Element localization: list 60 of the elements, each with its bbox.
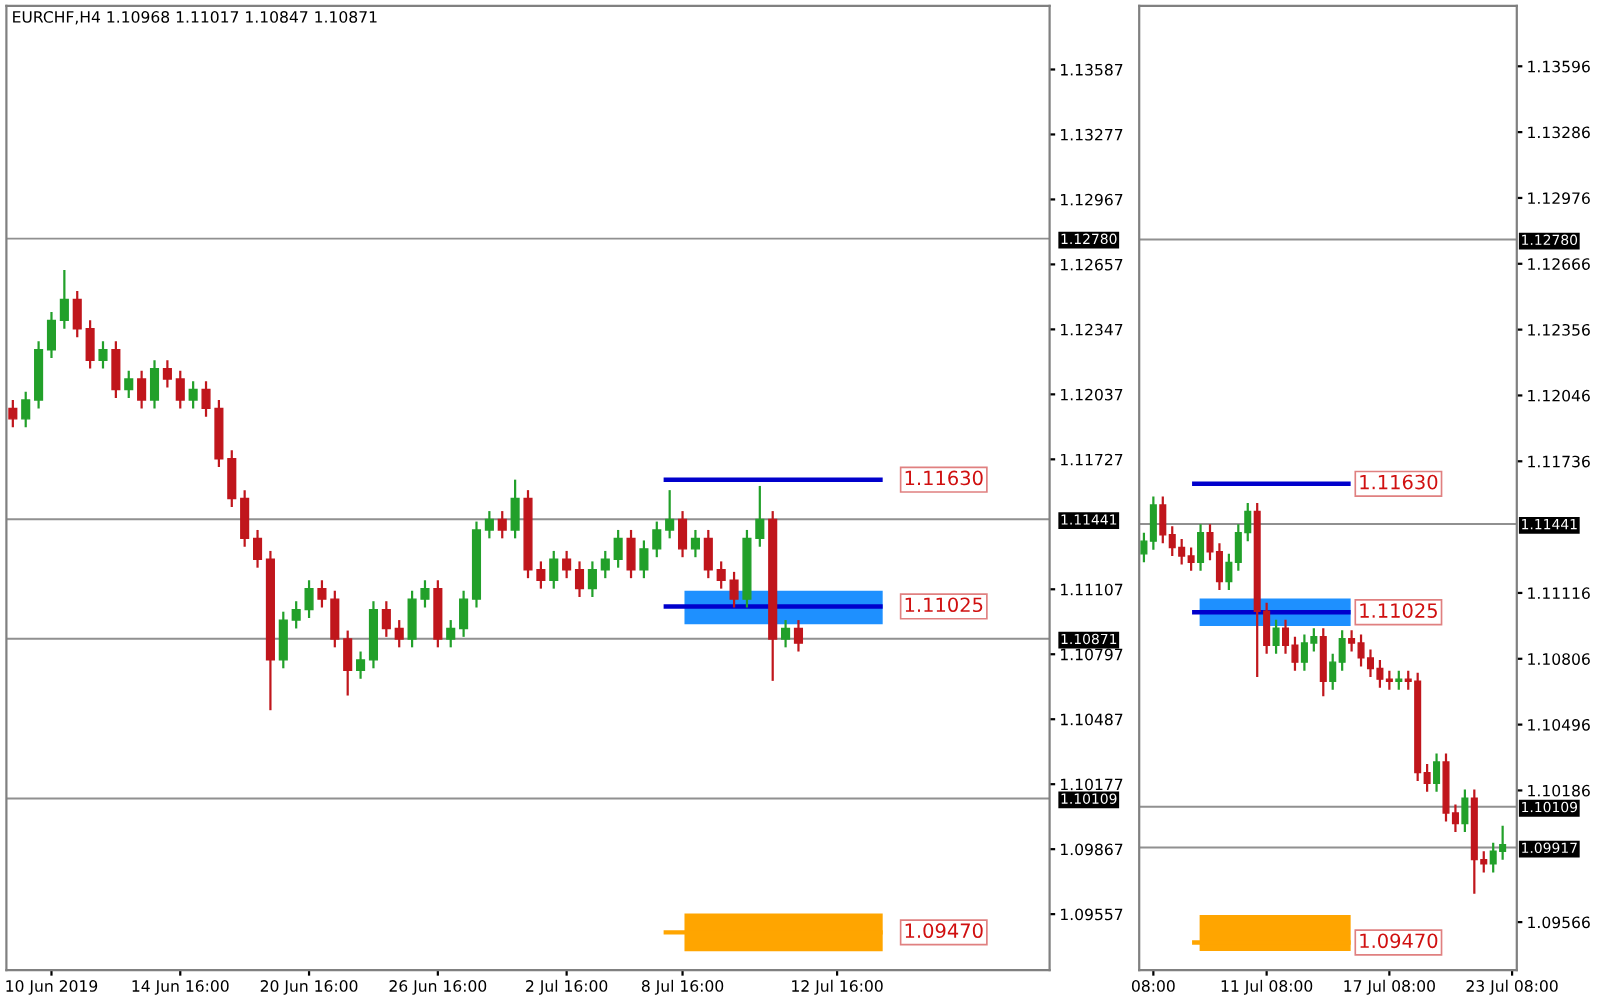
candlestick [716, 560, 726, 590]
candlestick [484, 509, 494, 540]
candlestick [227, 449, 237, 509]
candlestick [343, 629, 353, 697]
candlestick [729, 570, 739, 609]
candlestick [562, 549, 572, 580]
candlestick [330, 589, 340, 649]
candlestick [149, 359, 160, 410]
candlestick [137, 369, 147, 410]
candlestick [162, 359, 172, 389]
candlestick [665, 489, 675, 540]
candlestick [793, 618, 804, 653]
candlestick [72, 289, 82, 339]
candlestick [240, 489, 250, 548]
candlestick [46, 310, 57, 360]
candlestick [652, 520, 662, 559]
candlestick [252, 528, 263, 569]
candlestick [111, 340, 121, 400]
candlestick [85, 319, 95, 370]
candlestick [21, 390, 31, 429]
candlestick [1272, 618, 1280, 655]
candlestick [574, 560, 585, 599]
candlestick [1461, 788, 1469, 834]
candlestick [587, 560, 597, 599]
candlestick [188, 380, 198, 410]
candlestick [1366, 648, 1375, 679]
candlestick [639, 539, 649, 580]
candlestick [1319, 627, 1327, 698]
candlestick [356, 650, 366, 680]
candlestick [690, 528, 700, 559]
candlestick [1197, 523, 1205, 572]
candlestick [600, 549, 610, 580]
candlestick [703, 528, 713, 580]
candlestick [626, 528, 636, 580]
candlestick [549, 549, 559, 590]
candlestick [381, 600, 391, 638]
candlestick [124, 369, 134, 400]
ref-line-label: 1.11630 [1360, 474, 1438, 490]
candlestick [781, 618, 791, 649]
ref-line-label: 1.11025 [1360, 603, 1437, 618]
candlestick [1281, 618, 1290, 655]
candlestick [510, 478, 520, 540]
ref-line-label: 1.09470 [1360, 933, 1438, 949]
candlestick [459, 589, 469, 638]
candlestick [98, 340, 108, 370]
candlestick [175, 369, 185, 410]
candlestick [1433, 752, 1441, 793]
candlestick [446, 618, 456, 649]
candlestick [1395, 669, 1403, 691]
candlestick [278, 610, 288, 670]
candlestick [317, 579, 327, 609]
ref-line-label: 1.11025 [905, 597, 983, 613]
ref-line-label: 1.09470 [905, 923, 983, 939]
candlestick [677, 509, 688, 559]
candlestick [497, 509, 507, 540]
ref-line-label: 1.11630 [905, 470, 983, 486]
candlestick [8, 398, 18, 429]
candlestick [394, 618, 404, 649]
candlestick [613, 528, 623, 569]
candlestick [59, 268, 69, 330]
